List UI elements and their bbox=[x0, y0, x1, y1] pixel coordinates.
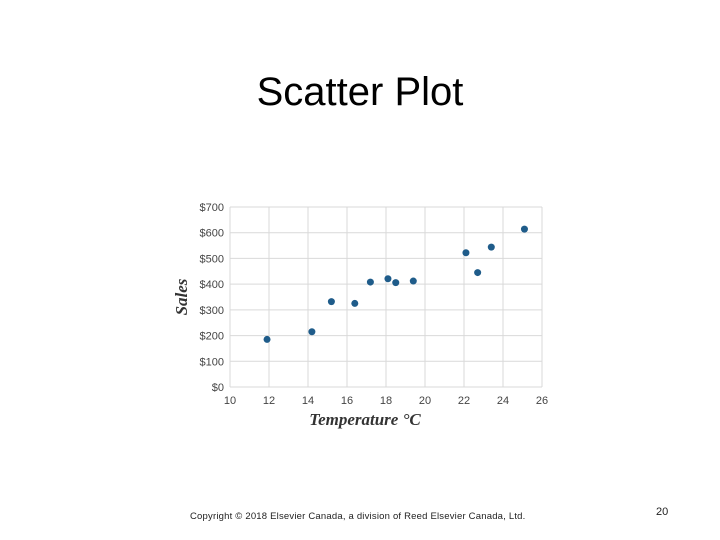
y-tick-label: $100 bbox=[200, 356, 224, 368]
x-tick-label: 22 bbox=[458, 395, 470, 407]
data-point bbox=[409, 277, 417, 285]
data-point bbox=[462, 249, 470, 257]
x-tick-label: 26 bbox=[536, 395, 548, 407]
x-tick-label: 14 bbox=[302, 395, 314, 407]
x-tick-label: 24 bbox=[497, 395, 509, 407]
y-tick-label: $600 bbox=[200, 228, 224, 240]
page-number: 20 bbox=[656, 506, 669, 518]
slide-title: Scatter Plot bbox=[256, 70, 464, 114]
y-tick-label: $0 bbox=[212, 382, 224, 394]
x-axis-title: Temperature °C bbox=[309, 410, 421, 429]
data-point bbox=[384, 275, 392, 283]
x-tick-label: 20 bbox=[419, 395, 431, 407]
data-points bbox=[263, 225, 528, 343]
data-point bbox=[308, 328, 316, 336]
data-point bbox=[327, 298, 335, 306]
x-tick-label: 10 bbox=[224, 395, 236, 407]
y-tick-label: $500 bbox=[200, 253, 224, 265]
chart-grid bbox=[229, 206, 543, 388]
y-tick-label: $400 bbox=[200, 279, 224, 291]
x-axis-ticks: 10 12 14 16 18 20 22 24 26 bbox=[224, 395, 548, 407]
data-point bbox=[263, 335, 271, 343]
y-axis-title: Sales bbox=[172, 278, 191, 315]
data-point bbox=[351, 299, 359, 307]
x-tick-label: 18 bbox=[380, 395, 392, 407]
data-point bbox=[520, 225, 528, 233]
y-tick-label: $700 bbox=[200, 202, 224, 214]
data-point bbox=[474, 269, 482, 277]
x-tick-label: 16 bbox=[341, 395, 353, 407]
copyright-footer: Copyright © 2018 Elsevier Canada, a divi… bbox=[190, 511, 526, 522]
y-tick-label: $200 bbox=[200, 331, 224, 343]
data-point bbox=[487, 243, 495, 251]
data-point bbox=[392, 279, 400, 287]
y-axis-ticks: $0 $100 $200 $300 $400 $500 $600 $700 bbox=[200, 202, 224, 394]
scatter-chart: $0$100$200$300$400$500$600$700 10 12 14 16 1… bbox=[172, 202, 548, 429]
x-tick-label: 12 bbox=[263, 395, 275, 407]
data-point bbox=[366, 278, 374, 286]
y-tick-label: $300 bbox=[200, 305, 224, 317]
